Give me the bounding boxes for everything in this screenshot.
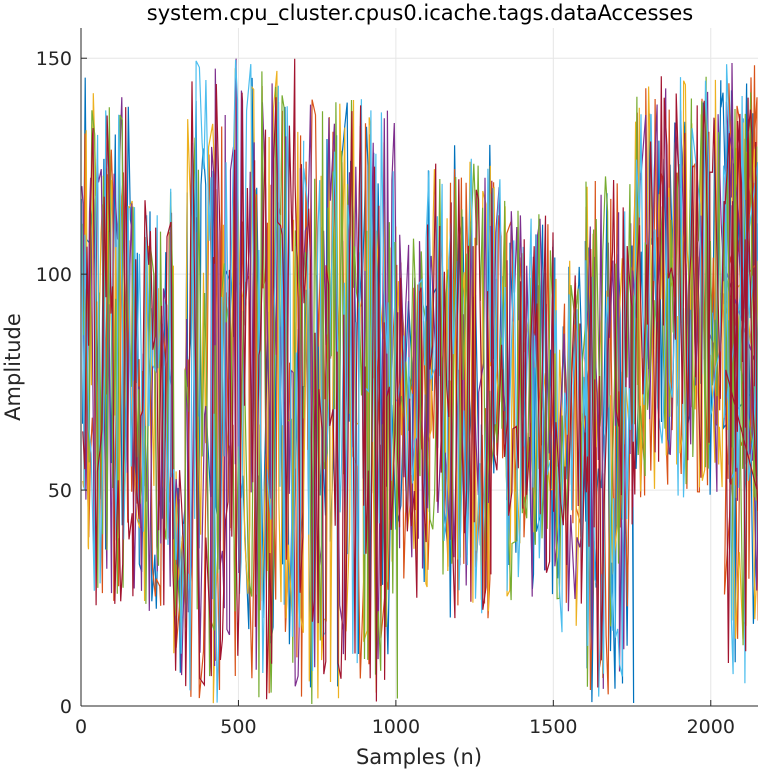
data-series bbox=[81, 58, 758, 705]
series-line-6 bbox=[81, 59, 758, 703]
x-tick-label: 1500 bbox=[529, 716, 577, 738]
x-axis-label: Samples (n) bbox=[356, 745, 482, 769]
tick-marks: 0 500 1000 1500 2000 0 50 100 150 bbox=[36, 48, 735, 738]
y-tick-label: 100 bbox=[36, 264, 72, 286]
chart-title: system.cpu_cluster.cpus0.icache.tags.dat… bbox=[147, 1, 693, 26]
y-tick-label: 150 bbox=[36, 48, 72, 70]
x-tick-label: 1000 bbox=[372, 716, 420, 738]
x-tick-label: 2000 bbox=[687, 716, 735, 738]
series-line-7 bbox=[82, 58, 758, 702]
y-tick-label: 50 bbox=[48, 480, 72, 502]
series-line-4 bbox=[81, 58, 758, 689]
y-axis-label: Amplitude bbox=[1, 313, 25, 421]
y-tick-label: 0 bbox=[60, 696, 72, 718]
x-tick-label: 0 bbox=[75, 716, 87, 738]
x-tick-label: 500 bbox=[220, 716, 256, 738]
